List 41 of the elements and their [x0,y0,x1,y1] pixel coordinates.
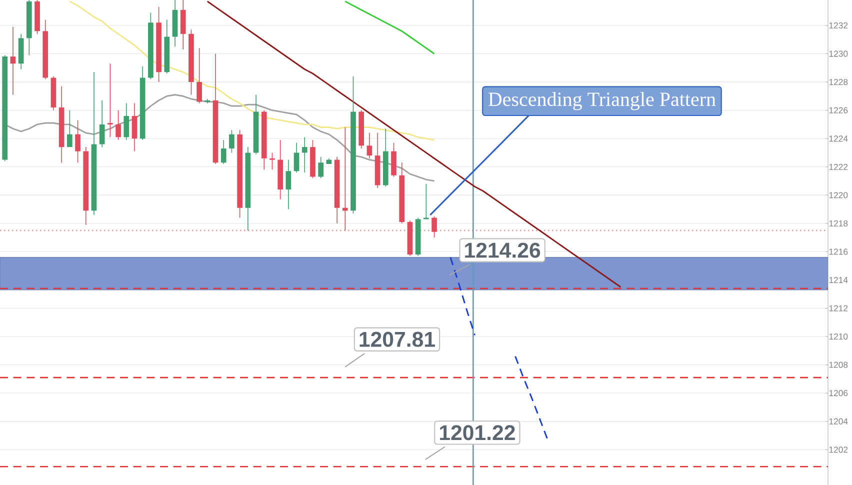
candlestick [10,26,16,96]
candlestick [116,110,121,140]
candlestick [124,102,130,140]
y-tick-label: 1202 [829,446,848,453]
y-tick-label: 1212 [829,305,848,312]
candlestick [286,159,292,210]
y-tick-label: 1210 [829,333,848,340]
line-series [514,356,548,440]
candlestick [318,156,324,179]
annotation: 1214.26 [465,242,540,258]
annotation: 1201.22 [440,425,515,440]
candlestick [366,132,372,159]
candlestick [67,110,72,148]
candlestick [294,142,300,173]
y-tick-label: 1214 [829,276,848,283]
candlestick [342,126,348,231]
candlestick [220,140,226,164]
y-tick-label: 1226 [829,107,848,114]
y-tick-label: 1206 [829,390,848,396]
candlestick [132,102,138,152]
annotation: Descending Triangle Pattern [488,92,716,110]
candlestick [99,100,105,148]
line-series [450,256,476,336]
candlestick [432,216,437,238]
y-tick-label: 1224 [829,136,848,142]
y-tick-label: 1230 [829,50,848,57]
y-tick-label: 1208 [829,362,848,368]
y-tick-label: 1222 [829,164,848,170]
annotation: 1207.81 [360,332,435,347]
candlestick [75,120,80,164]
y-tick-label: 1218 [829,220,848,226]
y-tick-label: 1216 [829,248,848,255]
y-tick-label: 1228 [829,78,848,86]
candlestick [108,63,113,138]
candlestick [302,136,308,173]
candlestick [196,48,202,104]
y-tick-label: 1232 [829,22,848,29]
candlestick [270,152,275,170]
y-tick-label: 1204 [829,418,848,424]
y-tick-label: 1220 [829,192,848,198]
candlestick [229,130,234,154]
